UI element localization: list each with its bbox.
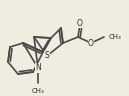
Text: N: N — [35, 63, 41, 72]
Text: O: O — [88, 38, 94, 48]
Text: CH₃: CH₃ — [109, 34, 122, 40]
Text: O: O — [77, 19, 83, 27]
Text: S: S — [45, 51, 49, 60]
Text: CH₃: CH₃ — [32, 88, 44, 94]
